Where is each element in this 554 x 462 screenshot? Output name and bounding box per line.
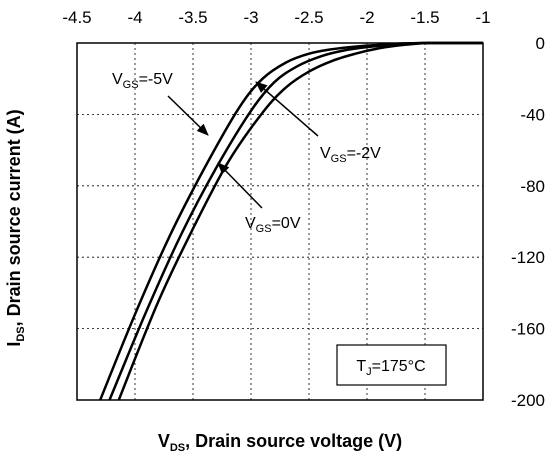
- x-tick-label: -2: [359, 8, 374, 27]
- x-tick-labels: -4.5 -4 -3.5 -3 -2.5 -2 -1.5 -1: [62, 8, 490, 27]
- annotation-vgs-0v: VGS=0V: [245, 215, 301, 235]
- series-line-2: [117, 41, 484, 401]
- y-tick-label: -40: [520, 105, 545, 124]
- y-axis-title: IDS, Drain source current (A): [4, 109, 27, 346]
- condition-box: [336, 344, 447, 386]
- condition-label: TJ=175°C: [356, 358, 425, 378]
- x-tick-label: -3: [243, 8, 258, 27]
- annotation-vgs-minus5v: VGS=-5V: [112, 71, 173, 91]
- y-tick-label: -200: [511, 391, 545, 410]
- y-tick-label: -160: [511, 320, 545, 339]
- x-tick-label: -3.5: [178, 8, 207, 27]
- x-tick-label: -1: [475, 8, 490, 27]
- annotation-arrow-0v: [217, 162, 263, 209]
- x-axis-title: VDS, Drain source voltage (V): [158, 431, 402, 454]
- x-tick-label: -2.5: [294, 8, 323, 27]
- x-tick-label: -4.5: [62, 8, 91, 27]
- y-tick-label: -80: [520, 177, 545, 196]
- annotation-arrow-minus5v: [167, 95, 209, 136]
- annotation-vgs-minus2v: VGS=-2V: [320, 145, 381, 165]
- y-tick-label: 0: [536, 34, 545, 53]
- y-tick-labels: 0 -40 -80 -120 -160 -200: [511, 34, 545, 410]
- y-tick-label: -120: [511, 248, 545, 267]
- x-tick-label: -1.5: [410, 8, 439, 27]
- x-tick-label: -4: [127, 8, 142, 27]
- annotation-arrow-minus2v: [255, 81, 319, 137]
- plot-area-border: [76, 42, 484, 401]
